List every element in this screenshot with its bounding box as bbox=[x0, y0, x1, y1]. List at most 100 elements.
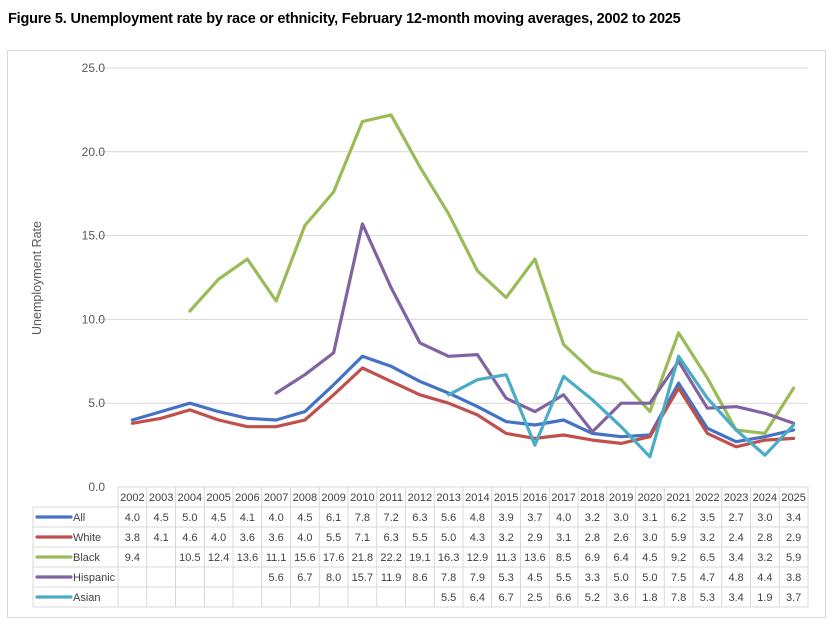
x-tick-label: 2003 bbox=[149, 492, 173, 504]
data-label: 3.2 bbox=[498, 532, 513, 544]
data-label: 6.1 bbox=[326, 512, 341, 524]
series-lines bbox=[130, 113, 796, 459]
data-label: 7.1 bbox=[355, 532, 370, 544]
data-label: 4.5 bbox=[153, 512, 168, 524]
data-label: 3.6 bbox=[268, 532, 283, 544]
data-label: 7.8 bbox=[671, 592, 686, 604]
data-label: 12.4 bbox=[208, 552, 229, 564]
data-label: 2.7 bbox=[728, 512, 743, 524]
data-label: 5.6 bbox=[268, 572, 283, 584]
data-label: 5.6 bbox=[441, 512, 456, 524]
data-label: 1.9 bbox=[757, 592, 772, 604]
data-label: 5.9 bbox=[786, 552, 801, 564]
data-label: 1.8 bbox=[642, 592, 657, 604]
x-tick-label: 2019 bbox=[609, 492, 633, 504]
data-label: 6.2 bbox=[671, 512, 686, 524]
data-label: 3.6 bbox=[613, 592, 628, 604]
x-tick-label: 2021 bbox=[666, 492, 690, 504]
data-label: 4.7 bbox=[700, 572, 715, 584]
x-tick-label: 2025 bbox=[781, 492, 805, 504]
y-axis-label: Unemployment Rate bbox=[30, 221, 44, 335]
data-label: 5.0 bbox=[441, 532, 456, 544]
data-label: 6.5 bbox=[700, 552, 715, 564]
data-label: 2.8 bbox=[585, 532, 600, 544]
data-table: 2002 2003 2004 2005 2006 2007 2008 2009 2010 2011… bbox=[32, 486, 809, 608]
data-label: 7.8 bbox=[355, 512, 370, 524]
data-label: 4.0 bbox=[125, 512, 140, 524]
data-label: 3.1 bbox=[642, 512, 657, 524]
series-line-hispanic bbox=[274, 222, 796, 434]
data-label: 22.2 bbox=[380, 552, 401, 564]
data-label: 5.9 bbox=[671, 532, 686, 544]
data-label: 17.6 bbox=[323, 552, 344, 564]
data-label: 4.1 bbox=[153, 532, 168, 544]
data-label: 4.5 bbox=[297, 512, 312, 524]
legend-label: All bbox=[73, 512, 85, 524]
series-line-all bbox=[130, 354, 796, 444]
legend-label: Hispanic bbox=[73, 572, 116, 584]
series-line-black bbox=[188, 113, 796, 435]
x-tick-label: 2011 bbox=[379, 492, 403, 504]
data-label: 3.4 bbox=[728, 592, 743, 604]
series-line-white bbox=[130, 366, 796, 449]
data-label: 3.2 bbox=[700, 532, 715, 544]
data-label: 6.3 bbox=[412, 512, 427, 524]
chart-title: Figure 5. Unemployment rate by race or e… bbox=[8, 11, 681, 27]
data-label: 4.0 bbox=[211, 532, 226, 544]
x-tick-label: 2022 bbox=[695, 492, 719, 504]
data-label: 5.5 bbox=[556, 572, 571, 584]
data-label: 3.0 bbox=[613, 512, 628, 524]
data-label: 4.5 bbox=[527, 572, 542, 584]
data-label: 5.0 bbox=[613, 572, 628, 584]
x-tick-label: 2006 bbox=[235, 492, 259, 504]
data-label: 5.5 bbox=[441, 592, 456, 604]
data-label: 8.5 bbox=[556, 552, 571, 564]
data-label: 3.3 bbox=[585, 572, 600, 584]
data-label: 4.4 bbox=[757, 572, 772, 584]
data-label: 4.6 bbox=[182, 532, 197, 544]
data-label: 11.9 bbox=[381, 572, 402, 584]
data-label: 3.6 bbox=[240, 532, 255, 544]
data-label: 7.8 bbox=[441, 572, 456, 584]
data-label: 6.6 bbox=[556, 592, 571, 604]
data-label: 2.9 bbox=[786, 532, 801, 544]
data-label: 3.9 bbox=[498, 512, 513, 524]
x-tick-label: 2016 bbox=[523, 492, 547, 504]
y-tick-label: 0.0 bbox=[88, 480, 105, 494]
x-tick-label: 2008 bbox=[293, 492, 317, 504]
data-label: 3.5 bbox=[700, 512, 715, 524]
data-label: 2.6 bbox=[613, 532, 628, 544]
data-label: 6.3 bbox=[383, 532, 398, 544]
y-tick-label: 25.0 bbox=[82, 61, 106, 75]
data-label: 5.5 bbox=[326, 532, 341, 544]
data-label: 5.3 bbox=[498, 572, 513, 584]
legend-label: White bbox=[73, 532, 101, 544]
data-label: 4.1 bbox=[240, 512, 255, 524]
data-label: 21.8 bbox=[352, 552, 373, 564]
data-label: 3.8 bbox=[125, 532, 140, 544]
data-label: 2.8 bbox=[757, 532, 772, 544]
data-label: 9.4 bbox=[125, 552, 140, 564]
data-label: 7.5 bbox=[671, 572, 686, 584]
data-label: 15.7 bbox=[352, 572, 373, 584]
data-label: 11.1 bbox=[266, 552, 287, 564]
x-tick-label: 2007 bbox=[264, 492, 288, 504]
data-label: 5.2 bbox=[585, 592, 600, 604]
data-label: 19.1 bbox=[409, 552, 430, 564]
data-label: 2.5 bbox=[527, 592, 542, 604]
data-label: 3.2 bbox=[585, 512, 600, 524]
y-tick-label: 20.0 bbox=[82, 145, 106, 159]
data-label: 3.1 bbox=[556, 532, 571, 544]
x-tick-label: 2015 bbox=[494, 492, 518, 504]
data-label: 4.0 bbox=[556, 512, 571, 524]
x-tick-label: 2002 bbox=[120, 492, 144, 504]
data-label: 4.0 bbox=[268, 512, 283, 524]
x-tick-label: 2012 bbox=[408, 492, 432, 504]
data-label: 4.0 bbox=[297, 532, 312, 544]
x-tick-label: 2010 bbox=[350, 492, 374, 504]
data-label: 6.7 bbox=[297, 572, 312, 584]
data-label: 11.3 bbox=[496, 552, 517, 564]
gridlines bbox=[98, 67, 808, 404]
data-label: 4.3 bbox=[470, 532, 485, 544]
data-label: 8.6 bbox=[412, 572, 427, 584]
